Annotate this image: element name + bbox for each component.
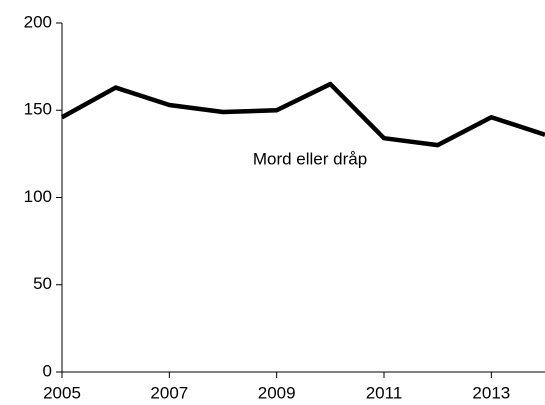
data-line (60, 81, 545, 148)
y-tick-label: 50 (33, 274, 52, 293)
x-tick-label: 2011 (366, 383, 403, 402)
y-tick-label: 0 (43, 361, 52, 380)
x-tick-label: 2007 (150, 383, 188, 402)
x-tick-label: 2005 (43, 383, 81, 402)
y-tick-label: 200 (24, 12, 52, 31)
x-tick-label: 2009 (258, 383, 296, 402)
series-label: Mord eller dråp (253, 149, 367, 168)
y-tick-label: 100 (24, 187, 52, 206)
x-tick-label: 2013 (472, 383, 510, 402)
y-tick-label: 150 (24, 100, 52, 119)
